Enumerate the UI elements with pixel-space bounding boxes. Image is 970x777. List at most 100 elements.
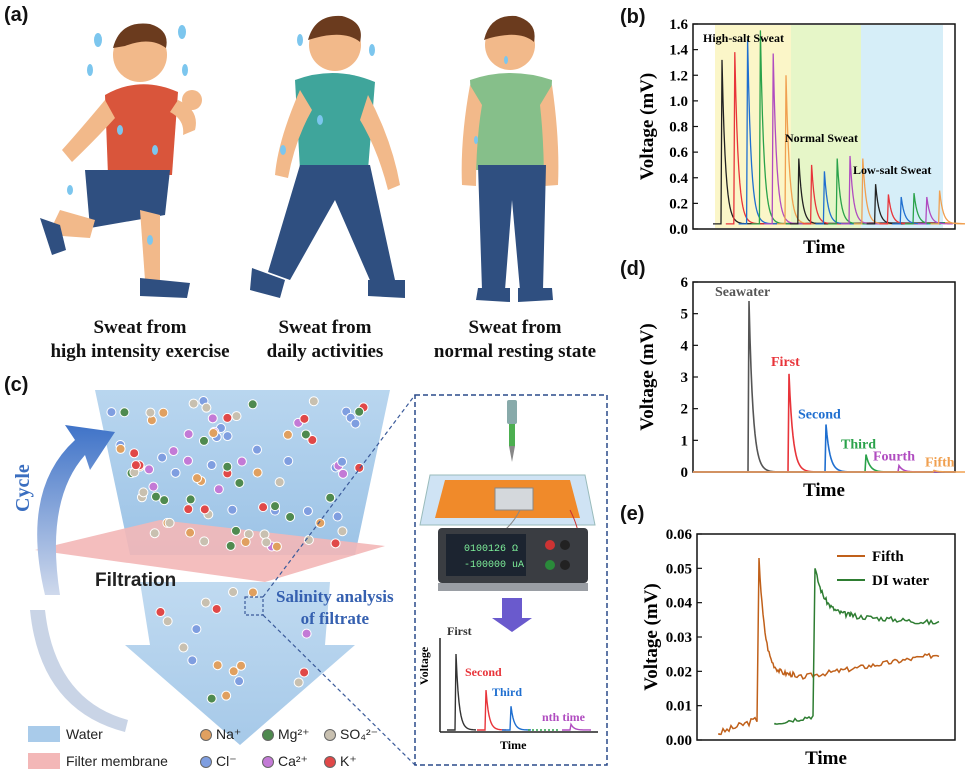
ion-dot — [303, 535, 314, 546]
ion-dot — [234, 477, 245, 488]
legend-filter: Filter membrane — [28, 753, 168, 769]
x-axis-label: Time — [805, 748, 847, 769]
analysis-line-1: Salinity analysis — [276, 587, 394, 606]
filter-membrane — [35, 520, 385, 582]
plot-frame — [692, 281, 956, 473]
chart-d: 0 1 2 3 4 5 6 Time Voltage (mV) Seawater First Seco… — [637, 275, 965, 501]
mini-peak — [562, 722, 592, 731]
ion-dot — [332, 511, 343, 522]
mini-xlabel: Time — [500, 738, 527, 752]
ion-dot — [183, 429, 194, 440]
series-label: Second — [798, 408, 841, 423]
ion-dot — [213, 484, 224, 495]
ion-dot — [261, 537, 272, 548]
ion-swatch — [200, 728, 212, 741]
x-axis-label: Time — [803, 480, 845, 501]
y-tick-label: 0.00 — [666, 733, 692, 749]
series-label: Fourth — [873, 450, 915, 465]
y-tick-label: 1.2 — [669, 68, 688, 84]
ion-dot — [228, 587, 239, 598]
y-tick-label: 3 — [681, 370, 689, 386]
ion-dot — [162, 616, 173, 627]
pipette-icon — [507, 400, 517, 462]
resting-figure — [461, 15, 559, 302]
ion-dot — [259, 529, 270, 540]
caption-line-1: Sweat from — [278, 317, 372, 338]
salinity-analysis-label: Salinity analysis of filtrate — [276, 586, 394, 630]
ion-dot — [170, 467, 181, 478]
cycle-label: Cycle — [12, 464, 34, 512]
ion-dot — [149, 528, 160, 539]
caption-line-2: daily activities — [266, 341, 384, 362]
ion-label: Ca²⁺ — [278, 753, 308, 769]
y-tick-label: 0.6 — [669, 145, 688, 161]
mini-label-second: Second — [465, 665, 502, 679]
ion-dot — [234, 676, 245, 687]
ion-dot — [155, 607, 166, 618]
y-tick-label: 0.0 — [669, 222, 688, 238]
ion-dot — [222, 461, 233, 472]
ion-dot — [159, 495, 170, 506]
y-tick-label: 0.02 — [666, 664, 692, 680]
ion-legend: Na⁺ Mg²⁺ SO₄²⁻ Cl⁻ Ca²⁺ K⁺ — [200, 726, 400, 776]
ion-dot — [337, 456, 348, 467]
ion-label: Mg²⁺ — [278, 726, 310, 742]
ion-dot — [157, 452, 168, 463]
panel-a-illustration — [40, 15, 559, 302]
region-annotation: Low-salt Sweat — [853, 163, 931, 177]
water-swatch — [28, 726, 60, 742]
ion-label: SO₄²⁻ — [340, 726, 378, 742]
mini-chart — [439, 638, 598, 733]
panel-label-c: (c) — [4, 374, 29, 396]
y-tick-label: 0.06 — [666, 527, 693, 543]
ion-dot — [338, 468, 349, 479]
filter-swatch — [28, 753, 60, 769]
ion-dot — [183, 504, 194, 515]
legend-water: Water — [28, 726, 103, 742]
ion-dot — [225, 540, 236, 551]
region-annotation: Normal Sweat — [785, 131, 858, 145]
ions-lower — [155, 587, 312, 704]
ion-label: Na⁺ — [216, 726, 242, 742]
ion-dot — [315, 517, 326, 528]
series-label: Third — [841, 438, 876, 453]
ion-dot — [129, 448, 140, 459]
caption-daily: Sweat from daily activities — [225, 316, 425, 364]
ion-dot — [227, 504, 238, 515]
y-tick-label: 0 — [681, 465, 689, 481]
ion-dot — [158, 407, 169, 418]
ion-dot — [300, 429, 311, 440]
ion-dot — [307, 435, 318, 446]
y-tick-label: 2 — [681, 402, 689, 418]
series-line — [693, 463, 955, 473]
ion-dot — [293, 677, 304, 688]
ion-dot — [299, 667, 310, 678]
series-peak — [930, 190, 965, 225]
series-peak — [917, 196, 953, 225]
ion-dot — [222, 431, 233, 442]
y-tick-label: 1.6 — [669, 17, 688, 33]
ion-dot — [145, 407, 156, 418]
ion-dot — [337, 526, 348, 537]
ion-dot — [283, 456, 294, 467]
ion-dot — [185, 494, 196, 505]
caption-high-intensity: Sweat from high intensity exercise — [30, 316, 250, 364]
series-line — [693, 373, 956, 473]
y-tick-label: 0.04 — [666, 596, 693, 612]
ion-dot — [182, 455, 193, 466]
y-tick-label: 1.4 — [669, 43, 688, 59]
ion-dot — [144, 464, 155, 475]
upper-water-funnel — [95, 390, 390, 555]
ion-dot — [302, 506, 313, 517]
meter-reading-2: -100000 uA — [464, 560, 525, 571]
series-line — [693, 424, 956, 473]
ion-dot — [168, 446, 179, 457]
panel-c-illustration — [30, 390, 608, 766]
ion-swatch — [324, 755, 336, 768]
series-line — [693, 469, 965, 473]
zoom-line-top — [262, 394, 416, 598]
y-tick-label: 0.8 — [669, 120, 688, 136]
ion-dot — [222, 412, 233, 423]
ion-dot — [200, 597, 211, 608]
region-annotation: High-salt Sweat — [703, 31, 784, 45]
